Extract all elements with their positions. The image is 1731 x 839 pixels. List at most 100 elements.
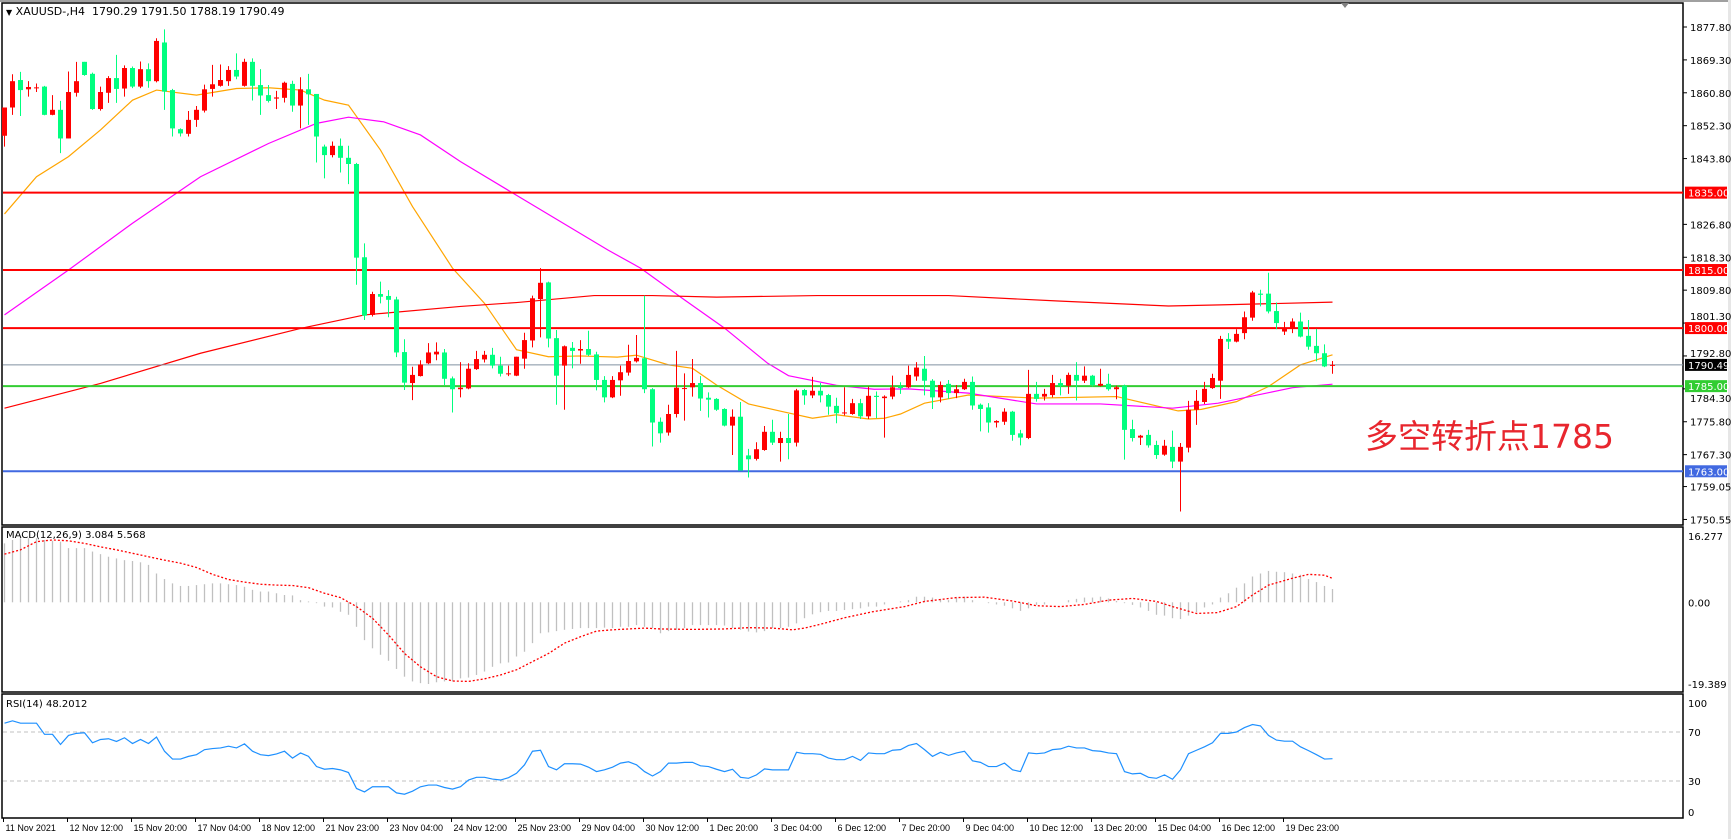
price-tick-label: 1750.55	[1690, 515, 1731, 526]
candle-body	[178, 129, 183, 134]
candle	[850, 398, 855, 415]
candle-body	[82, 61, 87, 75]
candle	[1074, 362, 1079, 401]
candle-body	[1034, 393, 1039, 399]
candle	[1210, 373, 1215, 389]
triangle-down-icon[interactable]: ▼	[6, 8, 13, 17]
candle-body	[66, 92, 71, 139]
candle	[1026, 369, 1031, 440]
candle	[234, 53, 239, 80]
time-tick-label: 23 Nov 04:00	[390, 823, 444, 833]
candle-body	[570, 347, 575, 351]
candle	[490, 347, 495, 369]
candle-body	[1290, 321, 1295, 329]
candle	[1066, 372, 1071, 394]
candle-body	[682, 388, 687, 390]
candle-body	[434, 351, 439, 355]
candle-body	[906, 374, 911, 388]
candle-body	[378, 294, 383, 297]
candle	[530, 295, 535, 348]
candle-body	[754, 449, 759, 459]
candle	[514, 356, 519, 377]
level-label: 1800.00	[1688, 324, 1729, 335]
candle	[162, 29, 167, 110]
price-tick-label: 1877.80	[1690, 23, 1731, 34]
candle-body	[74, 81, 79, 93]
candle-body	[98, 92, 103, 110]
candle-body	[818, 390, 823, 396]
candle	[546, 281, 551, 348]
chart-shift-icon	[1341, 3, 1349, 8]
candle	[74, 61, 79, 97]
candle-body	[954, 389, 959, 394]
candle-body	[34, 87, 39, 89]
candle	[354, 162, 359, 285]
candle	[442, 348, 447, 385]
candle	[338, 138, 343, 173]
candle-body	[386, 295, 391, 300]
candle	[58, 100, 63, 154]
candle	[202, 84, 207, 113]
candle	[282, 81, 287, 103]
candle	[826, 393, 831, 415]
candle-body	[146, 69, 151, 82]
candle-body	[266, 95, 271, 101]
candle-body	[858, 403, 863, 417]
candle-body	[898, 386, 903, 389]
candle	[674, 350, 679, 418]
candle-body	[618, 372, 623, 381]
candle-body	[1282, 327, 1287, 332]
candle	[2, 107, 7, 147]
candle	[402, 339, 407, 391]
candle	[394, 296, 399, 358]
candle	[106, 76, 111, 103]
candle	[274, 90, 279, 110]
candle	[314, 93, 319, 163]
candle	[250, 58, 255, 101]
candle	[306, 73, 311, 125]
candle	[754, 442, 759, 461]
candle-body	[666, 414, 671, 433]
candle-body	[810, 390, 815, 396]
symbol-label: XAUUSD-,H4	[15, 5, 86, 18]
candle	[50, 95, 55, 116]
candle-body	[50, 109, 55, 115]
candle-body	[362, 257, 367, 316]
candle	[1050, 374, 1055, 398]
candle	[626, 344, 631, 376]
candle-body	[978, 404, 983, 409]
candle-body	[1018, 433, 1023, 438]
candle	[1098, 368, 1103, 387]
candle-body	[826, 395, 831, 407]
candle	[178, 128, 183, 137]
price-tick-label: 1826.80	[1690, 220, 1731, 231]
candle	[1138, 434, 1143, 445]
candle	[738, 402, 743, 471]
candle	[938, 381, 943, 403]
level-label-box	[1685, 322, 1727, 335]
candle-body	[282, 82, 287, 98]
price-tick-label: 1784.30	[1690, 394, 1731, 405]
candle	[90, 72, 95, 110]
current-price-label: 1790.49	[1688, 361, 1729, 372]
candle-body	[842, 412, 847, 414]
window-top-border	[0, 0, 1731, 2]
candle	[922, 355, 927, 396]
candle-body	[442, 352, 447, 379]
candle-body	[330, 145, 335, 156]
candle	[482, 350, 487, 363]
candle-body	[770, 431, 775, 443]
candle	[682, 373, 687, 421]
candle-body	[1258, 293, 1263, 295]
candle	[1218, 335, 1223, 399]
candle	[450, 376, 455, 413]
candle-body	[162, 42, 167, 92]
candle	[722, 408, 727, 427]
candle-body	[306, 89, 311, 95]
candle	[266, 85, 271, 103]
candle-body	[1122, 385, 1127, 430]
candle	[658, 417, 663, 443]
candle	[602, 376, 607, 403]
candle-body	[882, 396, 887, 399]
